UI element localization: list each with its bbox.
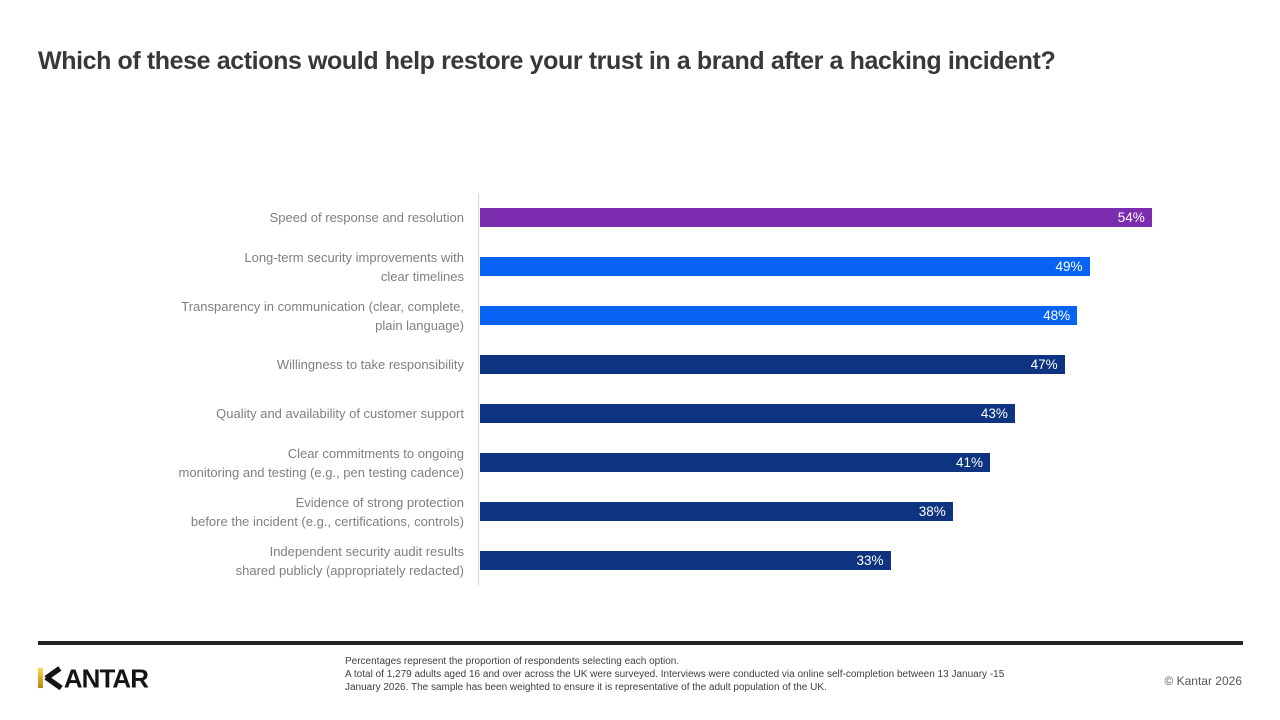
note-line: Percentages represent the proportion of … — [345, 656, 680, 667]
bar-track: 33% — [480, 551, 1280, 570]
bar: 49% — [480, 257, 1090, 276]
bar-track: 43% — [480, 404, 1280, 423]
note-line: January 2026. The sample has been weight… — [345, 682, 827, 693]
bar-track: 48% — [480, 306, 1280, 325]
chart-row: Evidence of strong protection before the… — [0, 487, 1280, 536]
bar: 33% — [480, 551, 891, 570]
category-label: Long-term security improvements with cle… — [244, 249, 464, 284]
chart-row: Independent security audit results share… — [0, 536, 1280, 585]
category-label: Quality and availability of customer sup… — [216, 406, 464, 421]
bar-chart: Speed of response and resolution 54% Long-… — [0, 193, 1280, 585]
footer-divider — [38, 641, 1243, 645]
bar: 54% — [480, 208, 1152, 227]
value-label: 43% — [980, 406, 1008, 421]
bar-track: 47% — [480, 355, 1280, 374]
bar: 38% — [480, 502, 953, 521]
chart-row: Quality and availability of customer sup… — [0, 389, 1280, 438]
chart-row: Speed of response and resolution 54% — [0, 193, 1280, 242]
kantar-logo: ANTAR — [38, 662, 154, 694]
bar: 47% — [480, 355, 1065, 374]
value-label: 47% — [1030, 357, 1058, 372]
bar-track: 49% — [480, 257, 1280, 276]
value-label: 41% — [956, 455, 984, 470]
value-label: 48% — [1043, 308, 1071, 323]
note-line: A total of 1,279 adults aged 16 and over… — [345, 669, 1005, 680]
category-label: Speed of response and resolution — [269, 210, 464, 225]
value-label: 49% — [1055, 259, 1083, 274]
methodology-note: Percentages represent the proportion of … — [345, 655, 1065, 694]
kantar-logo-graphic: ANTAR — [38, 666, 150, 694]
bar: 43% — [480, 404, 1015, 423]
category-label: Clear commitments to ongoing monitoring … — [178, 445, 464, 480]
chart-row: Clear commitments to ongoing monitoring … — [0, 438, 1280, 487]
category-label: Evidence of strong protection before the… — [190, 494, 464, 529]
category-label: Independent security audit results share… — [235, 543, 464, 578]
y-axis-line — [478, 193, 479, 585]
bar-track: 41% — [480, 453, 1280, 472]
bar-track: 38% — [480, 502, 1280, 521]
value-label: 38% — [918, 504, 946, 519]
category-label: Willingness to take responsibility — [276, 357, 464, 372]
chart-rows: Speed of response and resolution 54% Long-… — [0, 193, 1280, 585]
chart-row: Long-term security improvements with cle… — [0, 242, 1280, 291]
chart-title: Which of these actions would help restor… — [38, 47, 1056, 75]
svg-text:ANTAR: ANTAR — [64, 666, 149, 690]
value-label: 33% — [856, 553, 884, 568]
copyright: © Kantar 2026 — [1164, 674, 1242, 688]
chart-row: Willingness to take responsibility 47% — [0, 340, 1280, 389]
chart-row: Transparency in communication (clear, co… — [0, 291, 1280, 340]
bar: 48% — [480, 306, 1078, 325]
category-label: Transparency in communication (clear, co… — [181, 298, 464, 333]
value-label: 54% — [1117, 210, 1145, 225]
bar: 41% — [480, 453, 991, 472]
bar-track: 54% — [480, 208, 1280, 227]
